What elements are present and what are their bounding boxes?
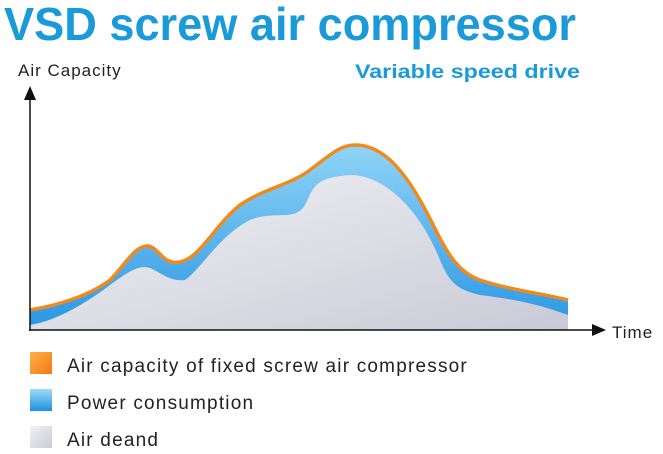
legend-swatch bbox=[30, 389, 52, 411]
y-axis-label: Air Capacity bbox=[18, 61, 122, 80]
demand-area bbox=[30, 175, 568, 330]
title: VSD screw air compressor bbox=[4, 0, 576, 50]
legend-swatch bbox=[30, 426, 52, 448]
x-arrow bbox=[592, 324, 606, 336]
x-axis-label: Time bbox=[612, 323, 653, 342]
y-arrow bbox=[24, 86, 36, 100]
legend-label: Air capacity of fixed screw air compress… bbox=[67, 356, 468, 377]
fixed-capacity-line bbox=[29, 143, 569, 312]
subtitle: Variable speed drive bbox=[355, 62, 580, 83]
legend-label: Power consumption bbox=[67, 393, 254, 414]
legend-swatch bbox=[30, 352, 52, 374]
legend-label: Air deand bbox=[67, 430, 159, 451]
